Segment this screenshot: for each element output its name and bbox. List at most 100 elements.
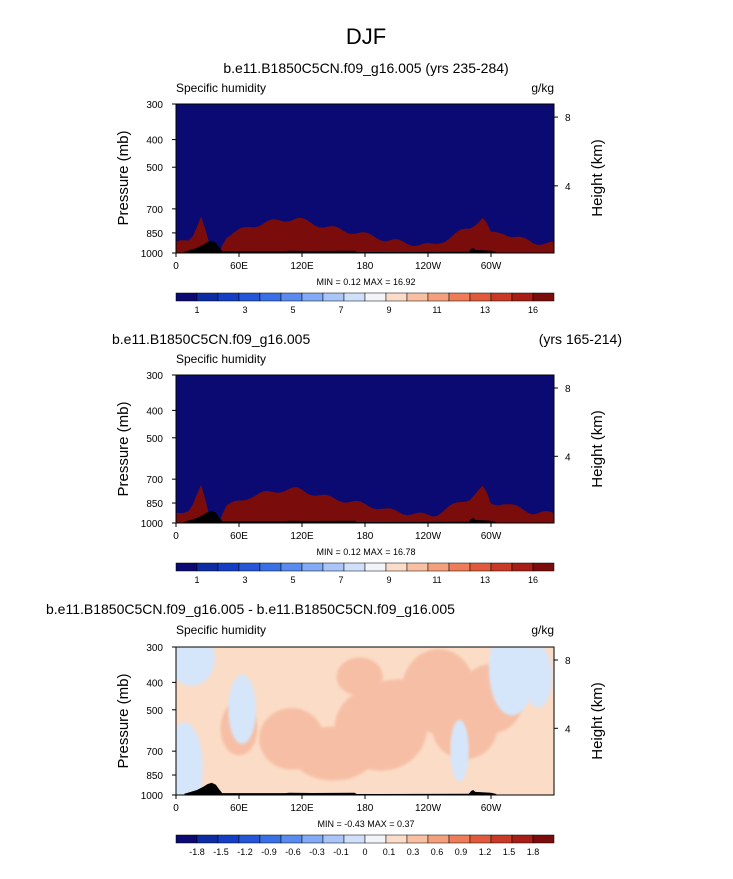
- x-tick-label-120: 120E: [290, 261, 314, 272]
- x-tick-label-0: 0: [173, 803, 179, 814]
- diff-positive-patch-6: [291, 726, 376, 781]
- colorbar-swatch-13: [448, 292, 471, 302]
- panel-a-title: b.e11.B1850C5CN.f09_g16.005 (yrs 235-284…: [223, 60, 508, 76]
- panel-a-ylabel: Pressure (mb): [115, 130, 132, 225]
- contour-band-17: [176, 104, 554, 253]
- x-tick-label-240: 120W: [415, 531, 442, 542]
- colorbar-label-5: 11: [432, 305, 441, 315]
- colorbar-swatch-1: [196, 292, 219, 302]
- panel-c-left-label: Specific humidity: [176, 623, 266, 637]
- colorbar-label-3: -0.9: [261, 847, 277, 857]
- panel-b-stats: MIN = 0.12 MAX = 16.78: [316, 547, 415, 557]
- colorbar-swatch-1: [196, 834, 219, 844]
- y-tick-label-400: 400: [146, 136, 163, 147]
- x-tick-label-180: 180: [357, 261, 374, 272]
- colorbar-label-4: 9: [386, 305, 391, 315]
- y-tick-label-700: 700: [146, 205, 163, 216]
- colorbar-swatch-17: [532, 292, 555, 302]
- colorbar-swatch-5: [280, 834, 303, 844]
- y-tick-label-500: 500: [146, 434, 163, 445]
- colorbar-swatch-4: [259, 834, 282, 844]
- colorbar-label-7: 0: [362, 847, 367, 857]
- colorbar-swatch-17: [532, 834, 555, 844]
- colorbar-swatch-1: [196, 562, 219, 572]
- y-tick-label-300: 300: [146, 100, 163, 111]
- panel-c-stats: MIN = -0.43 MAX = 0.37: [317, 819, 414, 829]
- colorbar-swatch-6: [301, 292, 324, 302]
- panel-a-y-axis: 300 400 500 700 850 1000: [141, 100, 176, 260]
- y-tick-label-850: 850: [146, 499, 163, 510]
- colorbar-swatch-11: [406, 292, 429, 302]
- colorbar-swatch-14: [469, 292, 492, 302]
- colorbar-swatch-0: [175, 562, 198, 572]
- colorbar-swatch-15: [490, 562, 513, 572]
- colorbar-label-2: -1.2: [237, 847, 253, 857]
- panel-b-colorbar: 1 3 5 7 9 11 13 16: [175, 562, 555, 585]
- panel-b-left-label: Specific humidity: [176, 352, 266, 366]
- colorbar-swatch-9: [364, 562, 387, 572]
- colorbar-swatch-9: [364, 834, 387, 844]
- y-right-tick-label-4: 4: [565, 182, 571, 193]
- x-tick-label-120: 120E: [290, 803, 314, 814]
- y-tick-label-700: 700: [146, 747, 163, 758]
- panel-a-topography: [184, 240, 497, 253]
- diff-negative-patch-3: [450, 719, 469, 782]
- colorbar-label-5: 11: [432, 575, 441, 585]
- panel-c-ylabel-right: Height (km): [589, 682, 606, 760]
- colorbar-swatch-17: [532, 562, 555, 572]
- panel-b-y-axis: 300 400 500 700 850 1000: [141, 371, 176, 530]
- panel-b-y-axis-right: 84: [554, 384, 571, 463]
- panel-a-ylabel-right: Height (km): [589, 139, 606, 217]
- colorbar-swatch-16: [511, 292, 534, 302]
- colorbar-swatch-8: [343, 562, 366, 572]
- colorbar-swatch-2: [217, 834, 240, 844]
- colorbar-label-0: 1: [194, 575, 199, 585]
- colorbar-swatch-12: [427, 292, 450, 302]
- panel-c-x-axis: 0 60E 120E 180 120W 60W: [173, 795, 502, 814]
- colorbar-swatch-3: [238, 834, 261, 844]
- panel-c-topography: [184, 782, 497, 795]
- colorbar-swatch-12: [427, 834, 450, 844]
- colorbar-swatch-8: [343, 834, 366, 844]
- colorbar-swatch-16: [511, 562, 534, 572]
- x-tick-label-60: 60E: [230, 803, 248, 814]
- panel-a-colorbar: 1 3 5 7 9 11 13 16: [175, 292, 555, 315]
- colorbar-label-6: 13: [480, 575, 490, 585]
- colorbar-swatch-3: [238, 292, 261, 302]
- colorbar-label-3: 7: [338, 305, 343, 315]
- x-tick-label-0: 0: [173, 261, 179, 272]
- panel-b-x-axis: 0 60E 120E 180 120W 60W: [173, 523, 502, 542]
- colorbar-swatch-0: [175, 292, 198, 302]
- panel-c-y-axis-right: 84: [554, 656, 571, 735]
- colorbar-label-11: 0.9: [455, 847, 468, 857]
- y-right-tick-label-4: 4: [565, 452, 571, 463]
- colorbar-swatch-14: [469, 562, 492, 572]
- page-title: DJF: [346, 24, 386, 49]
- colorbar-label-1: 3: [242, 305, 247, 315]
- panel-b-topography: [184, 510, 497, 523]
- colorbar-label-6: -0.1: [333, 847, 349, 857]
- panel-c-field: [176, 647, 554, 795]
- y-right-tick-label-8: 8: [565, 656, 571, 667]
- diff-negative-patch-2: [228, 674, 257, 744]
- colorbar-swatch-3: [238, 562, 261, 572]
- colorbar-label-14: 1.8: [527, 847, 540, 857]
- y-tick-label-850: 850: [146, 771, 163, 782]
- colorbar-swatch-13: [448, 834, 471, 844]
- y-tick-label-1000: 1000: [141, 519, 164, 530]
- y-tick-label-1000: 1000: [141, 791, 164, 802]
- y-tick-label-400: 400: [146, 678, 163, 689]
- y-tick-label-700: 700: [146, 475, 163, 486]
- colorbar-label-1: 3: [242, 575, 247, 585]
- y-tick-label-850: 850: [146, 229, 163, 240]
- y-tick-label-500: 500: [146, 706, 163, 717]
- colorbar-label-4: -0.6: [285, 847, 301, 857]
- colorbar-swatch-5: [280, 292, 303, 302]
- diff-negative-patch-0: [176, 647, 215, 686]
- x-tick-label-240: 120W: [415, 261, 442, 272]
- colorbar-swatch-10: [385, 834, 408, 844]
- panel-b-title: b.e11.B1850C5CN.f09_g16.005: [112, 331, 310, 347]
- colorbar-swatch-15: [490, 292, 513, 302]
- colorbar-swatch-7: [322, 292, 345, 302]
